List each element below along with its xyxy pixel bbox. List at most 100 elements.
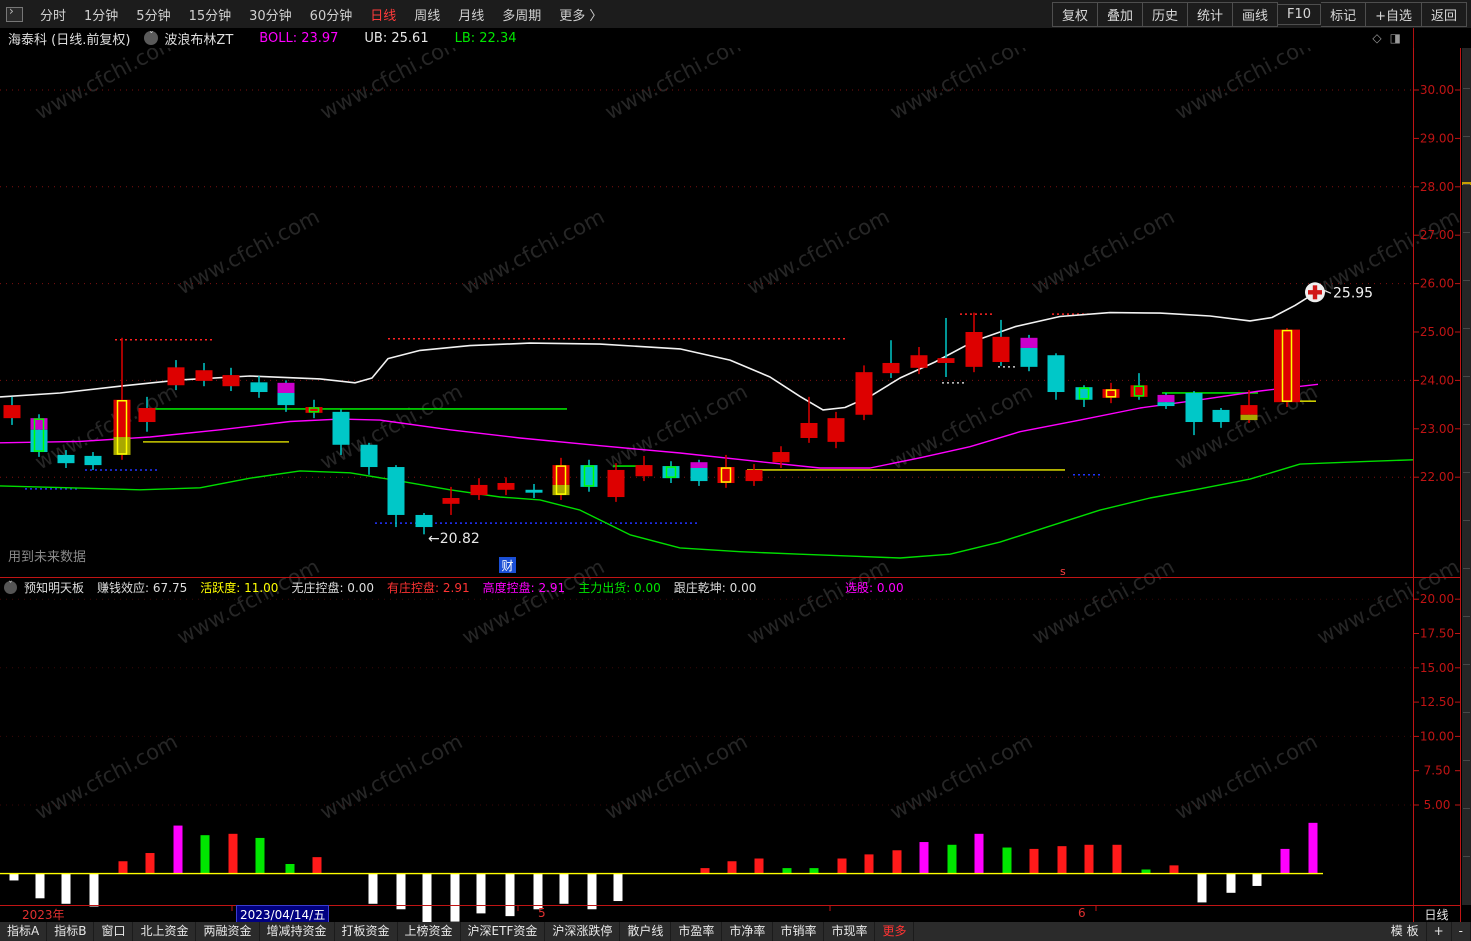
histogram-bar	[700, 868, 710, 874]
toolbar-item-5[interactable]: 增减持资金	[260, 922, 335, 941]
diamond-icon[interactable]: ◇	[1372, 31, 1382, 45]
candle-body	[690, 468, 708, 482]
axis-label: 5.00	[1424, 798, 1451, 812]
chevron-down-icon[interactable]: ˇ	[4, 581, 17, 594]
candle-outline	[720, 467, 732, 483]
date-axis-row: 2023年 2023/04/14/五 5 6 日线	[0, 905, 1471, 924]
candle-body	[470, 484, 488, 496]
period-tab-10[interactable]: 更多 〉	[559, 8, 603, 24]
histogram-bar	[1084, 844, 1094, 874]
candle-body	[305, 407, 323, 413]
period-tab-1[interactable]: 1分钟	[84, 8, 119, 24]
scrollbar-tick	[1463, 328, 1470, 329]
period-tab-7[interactable]: 周线	[414, 8, 441, 24]
app-icon[interactable]	[6, 4, 23, 22]
histogram-bar	[613, 873, 623, 902]
last-price-marker[interactable]: 25.95	[1305, 282, 1373, 303]
candle-body	[635, 465, 653, 477]
top-button-2[interactable]: 历史	[1142, 1, 1188, 27]
toolbar-item-2[interactable]: 窗口	[94, 922, 134, 941]
stock-title: 海泰科 (日线.前复权)	[8, 32, 131, 48]
candle-outline	[555, 465, 567, 495]
candle-body	[717, 467, 735, 484]
candle-body	[1240, 414, 1258, 421]
axis-label: 26.00	[1420, 277, 1454, 291]
histogram-bar	[1029, 848, 1039, 874]
candle-body	[937, 358, 955, 363]
chart-canvas[interactable]: www.cfchi.com www.cfchi.com www.cfchi.com w…	[0, 48, 1471, 922]
top-button-1[interactable]: 叠加	[1097, 1, 1143, 27]
candle-body	[1185, 392, 1203, 423]
period-corner-label[interactable]: 日线	[1424, 908, 1449, 922]
period-tab-4[interactable]: 30分钟	[249, 8, 292, 24]
candle-body	[965, 332, 983, 367]
period-tab-6[interactable]: 日线	[370, 8, 397, 24]
boll-value-0: BOLL: 23.97	[259, 30, 339, 46]
toolbar-item-1[interactable]: 指标B	[47, 922, 95, 941]
overlay-indicator-name[interactable]: 波浪布林ZT	[164, 32, 234, 48]
watermark-text: www.cfchi.com	[1171, 729, 1321, 824]
candle-body	[1157, 394, 1175, 403]
period-tab-3[interactable]: 15分钟	[188, 8, 232, 24]
toolbar-item-9[interactable]: 沪深涨跌停	[545, 922, 621, 941]
toolbar-item-0[interactable]: 指标A	[0, 922, 48, 941]
histogram-bar	[422, 873, 432, 922]
histogram-bar	[368, 873, 378, 904]
toolbar-item-7[interactable]: 上榜资金	[398, 922, 461, 941]
candle-body	[855, 372, 873, 415]
toolbar-item-11[interactable]: 市盈率	[671, 922, 723, 941]
toolbar-item-13[interactable]: 市销率	[773, 922, 825, 941]
top-button-8[interactable]: 返回	[1421, 1, 1467, 27]
zoom-in-button[interactable]: +	[1427, 922, 1452, 941]
toolbar-item-4[interactable]: 两融资金	[196, 922, 260, 941]
candle-body	[277, 382, 295, 393]
period-tab-8[interactable]: 月线	[458, 8, 485, 24]
candle-body	[113, 437, 131, 455]
histogram-bar	[782, 868, 792, 874]
histogram-bar	[145, 853, 155, 874]
period-tab-2[interactable]: 5分钟	[136, 8, 171, 24]
toolbar-item-15[interactable]: 更多	[875, 922, 915, 941]
toolbar-item-14[interactable]: 市现率	[824, 922, 876, 941]
watermark-text: www.cfchi.com	[173, 554, 323, 649]
chevron-down-icon[interactable]: ˇ	[144, 31, 159, 45]
toolbar-item-3[interactable]: 北上资金	[133, 922, 197, 941]
top-button-3[interactable]: 统计	[1188, 1, 1234, 27]
top-button-4[interactable]: 画线	[1233, 1, 1279, 27]
zoom-out-button[interactable]: -	[1452, 922, 1471, 941]
indicator-value-0: 预知明天板	[24, 581, 85, 595]
top-button-6[interactable]: 标记	[1321, 1, 1367, 27]
layout-icon[interactable]: ◨	[1389, 31, 1401, 45]
toolbar-item-10[interactable]: 散户线	[620, 922, 672, 941]
toolbar-item-8[interactable]: 沪深ETF资金	[461, 922, 546, 941]
axis-year-label: 2023年	[22, 908, 65, 922]
watermark-text: www.cfchi.com	[31, 48, 181, 124]
period-tab-0[interactable]: 分时	[40, 8, 67, 24]
histogram-bar	[727, 861, 737, 874]
scrollbar-tick	[1463, 616, 1470, 617]
candle-body	[57, 454, 75, 464]
candle-body	[222, 375, 240, 387]
toolbar-item-12[interactable]: 市净率	[722, 922, 774, 941]
price-axis: 30.00 29.00 28.00 27.00 26.00 25.00 24.00 23.00…	[0, 48, 1461, 922]
stock-select-value[interactable]: 选股: 0.00	[845, 581, 904, 595]
top-button-5[interactable]: F10	[1278, 3, 1322, 25]
histogram-bar	[1112, 844, 1122, 874]
scrollbar-tick	[1463, 424, 1470, 425]
bottom-toolbar: 指标A 指标B 窗口 北上资金 两融资金 增减持资金 打板资金 上榜资金 沪深ETF资金 沪深涨跌…	[0, 922, 1471, 941]
period-tab-5[interactable]: 60分钟	[309, 8, 353, 24]
candle-body	[1047, 355, 1065, 393]
toolbar-item-6[interactable]: 打板资金	[335, 922, 398, 941]
histogram-bar	[61, 873, 71, 904]
candle-body	[1020, 347, 1038, 367]
histogram-bar	[837, 858, 847, 874]
histogram-bar	[974, 833, 984, 874]
right-scrollbar[interactable]	[1462, 48, 1471, 905]
axis-border	[1413, 28, 1414, 48]
top-button-0[interactable]: 复权	[1051, 1, 1098, 27]
axis-label: 10.00	[1420, 729, 1454, 743]
top-button-7[interactable]: +自选	[1366, 1, 1422, 27]
watermark-text: www.cfchi.com	[886, 48, 1036, 124]
template-button[interactable]: 模 板	[1384, 922, 1427, 941]
period-tab-9[interactable]: 多周期	[502, 8, 542, 24]
